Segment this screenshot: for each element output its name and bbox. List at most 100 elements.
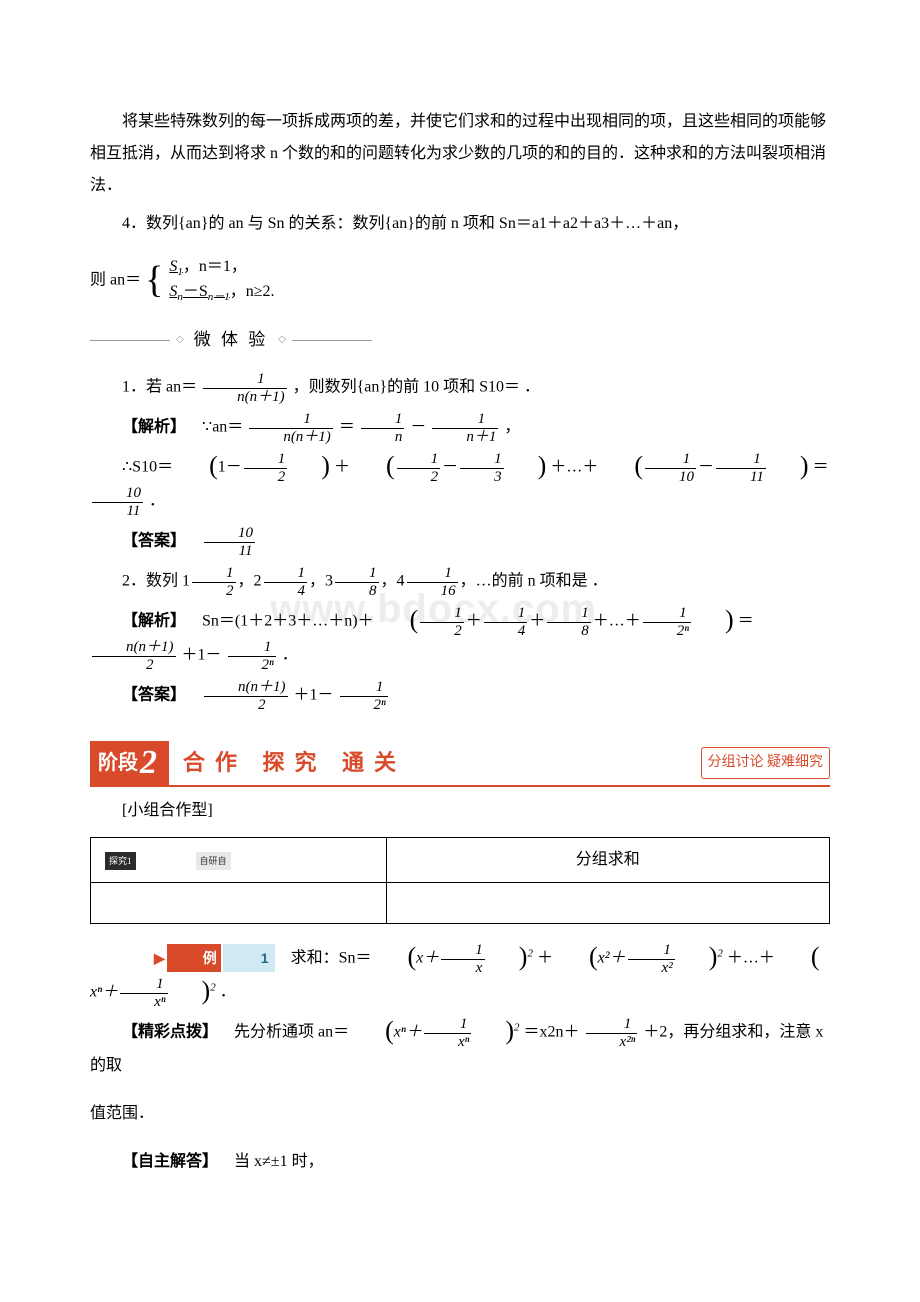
q1sol-a: ∵an＝ <box>202 419 243 436</box>
topic-badge-1: 探究1 <box>105 852 136 870</box>
tip-mid: ＝x2n＋ <box>524 1024 580 1041</box>
p: ＋ <box>466 613 482 630</box>
f: 1 <box>643 605 691 623</box>
answer-tag: 【答案】 <box>122 533 186 550</box>
m: － <box>442 459 458 476</box>
row2-tail: ，n≥2. <box>230 283 275 300</box>
f: 1 <box>228 639 276 657</box>
f: 1 <box>547 605 591 623</box>
self-answer: 【自主解答】 当 x≠±1 时， <box>90 1146 830 1178</box>
brace-left: { <box>145 263 163 297</box>
solution-tag: 【解析】 <box>122 613 186 630</box>
f: 2ⁿ <box>643 623 691 640</box>
relation-prefix: 则 an＝ <box>90 271 141 288</box>
f: 1 <box>407 565 458 583</box>
f: n(n＋1) <box>204 679 288 697</box>
c: ，2 <box>238 573 262 590</box>
m: － <box>698 459 714 476</box>
dot: ． <box>282 647 298 664</box>
f: 1 <box>645 451 696 469</box>
f: 10 <box>645 469 696 486</box>
f: n(n＋1) <box>249 429 333 446</box>
f: 1 <box>244 451 288 469</box>
t: 1－ <box>218 459 242 476</box>
stage-number: 2 <box>140 748 157 779</box>
tip-paragraph: 【精彩点拨】 先分析通项 an＝ (xⁿ＋1xⁿ)2 ＝x2n＋ 1x²ⁿ ＋2… <box>90 1016 830 1082</box>
topic-badge-2: 自研自 <box>196 852 231 870</box>
table-cell-left: 探究1 自研自 <box>91 838 387 883</box>
f: 1 <box>264 565 308 583</box>
q1-num: 1 <box>203 371 287 389</box>
micro-experience-divider: ◇ 微 体 验 ◇ <box>90 323 830 357</box>
f: 1 <box>716 451 766 469</box>
answer-tag: 【答案】 <box>122 687 186 704</box>
q1-solution-line1: 【解析】 ∵an＝ 1n(n＋1) ＝ 1n － 1n＋1 ， <box>90 411 830 445</box>
topic-table: 探究1 自研自 分组求和 <box>90 837 830 924</box>
divider-diamond-l: ◇ <box>176 330 184 350</box>
stage-title: 合作 探究 通关 <box>183 741 406 785</box>
f: 1 <box>460 451 504 469</box>
solution-tag: 【解析】 <box>122 419 186 436</box>
f: 10 <box>92 485 143 503</box>
f: 2 <box>192 583 236 600</box>
q1-frac: 1 n(n＋1) <box>203 371 287 405</box>
f: 8 <box>335 583 379 600</box>
stage-header: 阶段 2 合作 探究 通关 分组讨论 疑难细究 <box>90 741 830 785</box>
sq: 2 <box>717 948 723 960</box>
f: 1 <box>586 1016 638 1034</box>
question-2: 2．数列 112，214，318，4116，…的前 n 项和是 ． <box>90 565 830 599</box>
example-label: 例 <box>167 944 221 972</box>
dots: ＋…＋ <box>550 459 598 476</box>
f: 1 <box>361 411 405 429</box>
divider-label: 微 体 验 <box>194 323 269 357</box>
tip-tag: 【精彩点拨】 <box>122 1024 218 1041</box>
f: x <box>441 960 485 977</box>
f: 1 <box>192 565 236 583</box>
f: xⁿ <box>120 994 167 1011</box>
xn: xⁿ＋ <box>394 1024 422 1041</box>
comma: ， <box>504 419 520 436</box>
sq: 2 <box>527 948 533 960</box>
f: 1 <box>120 976 167 994</box>
q1-den: n(n＋1) <box>203 389 287 406</box>
relation-formula: 则 an＝ { S1，n＝1， Sn－Sn－1，n≥2. <box>90 256 830 305</box>
f: n <box>361 429 405 446</box>
f: 3 <box>460 469 504 486</box>
relation-title: 4．数列{an}的 an 与 Sn 的关系：数列{an}的前 n 项和 Sn＝a… <box>90 208 830 240</box>
p: ＋ <box>537 950 553 967</box>
f: 11 <box>716 469 766 486</box>
f: 1 <box>441 942 485 960</box>
dot: ． <box>149 493 165 510</box>
q2-a: 2．数列 1 <box>122 573 190 590</box>
minus-s: －S <box>183 283 208 300</box>
f: 2ⁿ <box>340 697 388 714</box>
eq: ＝ <box>339 419 355 436</box>
q2-answer: 【答案】 n(n＋1)2 ＋1－ 12ⁿ <box>90 679 830 713</box>
f: 2 <box>420 623 464 640</box>
x: x＋ <box>416 950 439 967</box>
eq: ＝ <box>738 613 754 630</box>
f: 2 <box>92 657 176 674</box>
f: 4 <box>484 623 528 640</box>
example-1: ▶ 例 1 求和：Sn＝ (x＋1x)2 ＋ (x²＋1x²)2 ＋…＋ (xⁿ… <box>90 942 830 1010</box>
f: 1 <box>397 451 441 469</box>
f: 1 <box>424 1016 471 1034</box>
eq: ＝ <box>813 459 829 476</box>
q1-prefix: 1．若 an＝ <box>122 379 197 396</box>
stage-underline <box>90 785 830 787</box>
mid: ＋1－ <box>182 647 222 664</box>
stage-label: 阶段 <box>98 743 138 783</box>
stage-note: 分组讨论 疑难细究 <box>701 747 831 779</box>
f: 10 <box>204 525 255 543</box>
table-cell-right: 分组求和 <box>386 838 829 883</box>
sq: 2 <box>210 982 216 994</box>
x2: x²＋ <box>598 950 626 967</box>
d: ＋…＋ <box>593 613 641 630</box>
c: ，4 <box>381 573 405 590</box>
f: 1 <box>628 942 675 960</box>
f: 1 <box>340 679 388 697</box>
self-tag: 【自主解答】 <box>122 1153 218 1170</box>
f: 1 <box>432 411 498 429</box>
example-number: 1 <box>223 944 275 972</box>
table-row <box>91 883 830 924</box>
